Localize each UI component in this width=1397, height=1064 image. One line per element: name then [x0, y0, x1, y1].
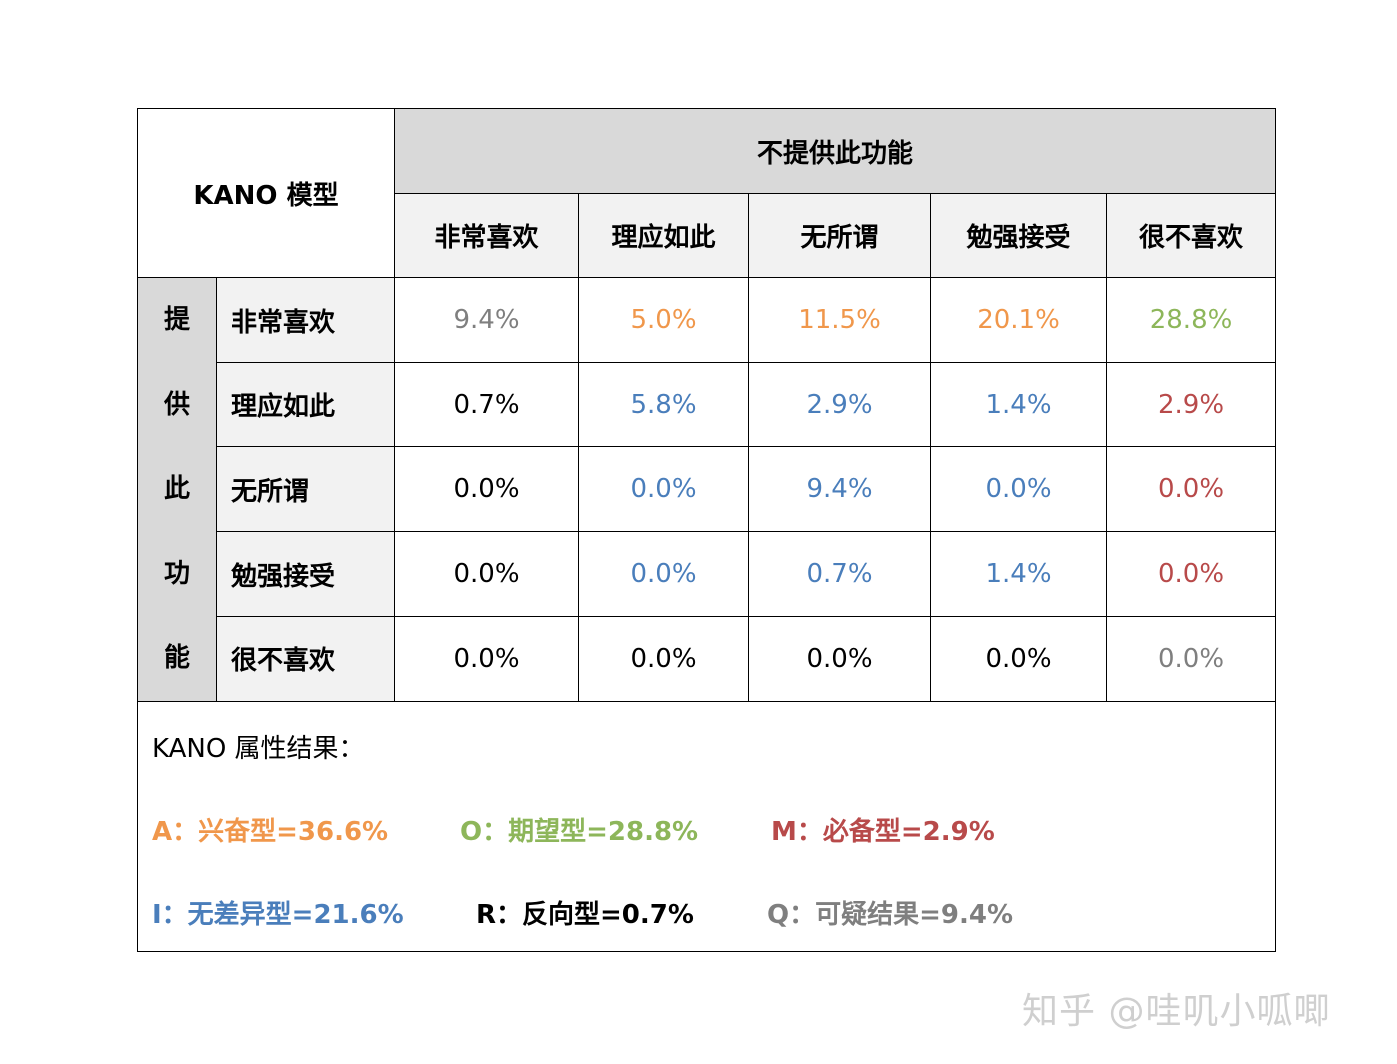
value-cell: 5.0%: [578, 276, 749, 364]
value-cell: 5.8%: [578, 362, 749, 448]
results-title: KANO 属性结果：: [152, 733, 365, 764]
row-label: 无所谓: [216, 446, 395, 533]
value-cell: 0.0%: [578, 616, 749, 702]
value-cell: 0.0%: [930, 446, 1107, 533]
row-group-char: 供: [163, 389, 190, 420]
row-label: 很不喜欢: [216, 616, 395, 702]
column-header: 很不喜欢: [1105, 193, 1277, 278]
row-group-header: 提 供 此 功 能: [137, 277, 217, 702]
value-cell: 20.1%: [930, 276, 1107, 364]
result-item: O：期望型=28.8%: [460, 816, 699, 847]
value-cell: 0.0%: [394, 446, 579, 533]
value-cell: 9.4%: [748, 446, 931, 533]
result-item: R：反向型=0.7%: [476, 899, 694, 930]
corner-title: KANO 模型: [137, 108, 395, 278]
value-cell: 0.0%: [1105, 531, 1277, 618]
kano-table: KANO 模型 不提供此功能 非常喜欢 理应如此 无所谓 勉强接受 很不喜欢 提…: [136, 108, 1277, 952]
watermark: 知乎 @哇叽小呱唧: [1022, 991, 1331, 1032]
value-cell: 1.4%: [930, 362, 1107, 448]
value-cell: 0.7%: [748, 531, 931, 618]
result-item: I：无差异型=21.6%: [152, 899, 404, 930]
row-label: 非常喜欢: [216, 276, 395, 364]
column-header: 理应如此: [578, 193, 749, 278]
row-group-char: 能: [163, 643, 190, 673]
column-header: 勉强接受: [930, 193, 1107, 278]
value-cell: 0.0%: [1105, 446, 1277, 533]
result-item: Q：可疑结果=9.4%: [767, 899, 1013, 930]
column-header: 无所谓: [748, 193, 931, 278]
column-group-header: 不提供此功能: [393, 108, 1277, 194]
column-header: 非常喜欢: [394, 193, 579, 278]
row-group-char: 功: [163, 558, 190, 589]
value-cell: 0.0%: [394, 531, 579, 618]
row-label: 勉强接受: [216, 531, 395, 618]
value-cell: 9.4%: [394, 276, 579, 364]
row-label: 理应如此: [216, 362, 395, 448]
value-cell: 28.8%: [1105, 276, 1277, 364]
result-item: M：必备型=2.9%: [771, 816, 995, 847]
value-cell: 0.0%: [578, 531, 749, 618]
value-cell: 0.7%: [394, 362, 579, 448]
value-cell: 2.9%: [748, 362, 931, 448]
value-cell: 11.5%: [748, 276, 931, 364]
value-cell: 0.0%: [394, 616, 579, 702]
value-cell: 0.0%: [1105, 616, 1277, 702]
value-cell: 1.4%: [930, 531, 1107, 618]
results-panel: KANO 属性结果： A：兴奋型=36.6% O：期望型=28.8% M：必备型…: [136, 700, 1277, 952]
value-cell: 0.0%: [930, 616, 1107, 702]
value-cell: 0.0%: [578, 446, 749, 533]
result-item: A：兴奋型=36.6%: [152, 816, 389, 847]
value-cell: 0.0%: [748, 616, 931, 702]
row-group-char: 此: [163, 474, 190, 504]
row-group-char: 提: [163, 305, 190, 335]
value-cell: 2.9%: [1105, 362, 1277, 448]
